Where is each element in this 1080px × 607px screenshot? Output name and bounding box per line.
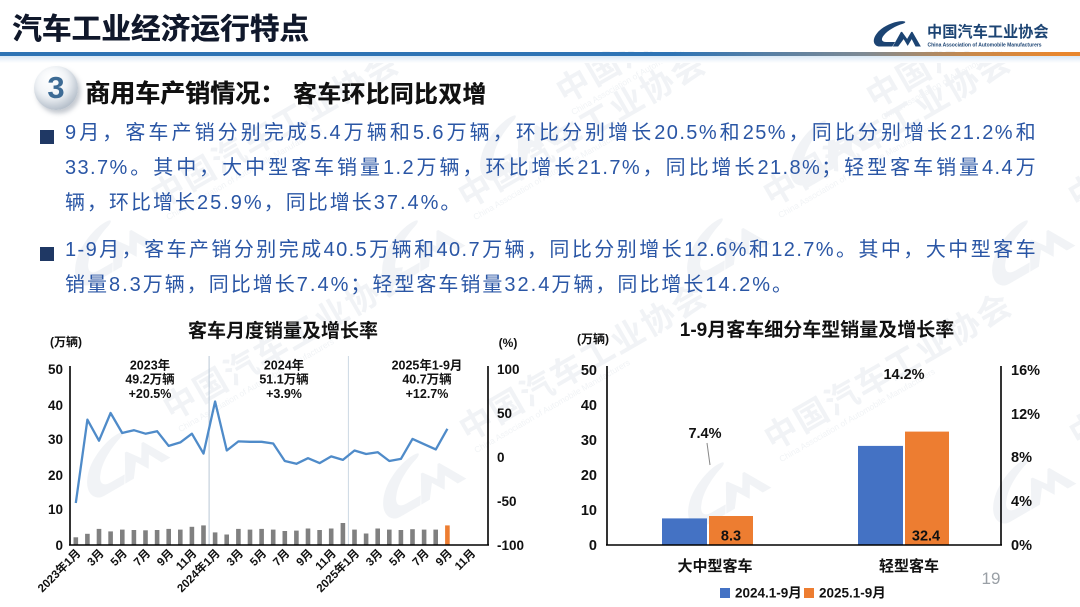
svg-text:+20.5%: +20.5% [129, 387, 172, 401]
svg-text:30: 30 [581, 433, 597, 449]
svg-text:2023年: 2023年 [130, 358, 170, 373]
svg-text:3月: 3月 [85, 547, 107, 569]
svg-text:(%): (%) [499, 336, 518, 350]
svg-text:30: 30 [48, 432, 63, 447]
svg-text:(万辆): (万辆) [577, 331, 609, 346]
svg-text:1-9月客车细分车型销量及增长率: 1-9月客车细分车型销量及增长率 [680, 318, 954, 341]
svg-text:8%: 8% [1011, 450, 1032, 466]
svg-text:32.4: 32.4 [912, 529, 940, 545]
svg-text:51.1万辆: 51.1万辆 [259, 372, 309, 387]
svg-text:2025年1-9月: 2025年1-9月 [392, 358, 463, 373]
svg-text:9月: 9月 [294, 547, 316, 569]
svg-text:+12.7%: +12.7% [406, 387, 449, 401]
svg-text:大中型客车: 大中型客车 [677, 557, 752, 575]
svg-text:50: 50 [497, 406, 512, 421]
svg-text:3月: 3月 [224, 547, 246, 569]
svg-text:2023年1月: 2023年1月 [35, 546, 84, 595]
svg-text:2024.1-9月: 2024.1-9月 [735, 586, 802, 601]
svg-text:客车月度销量及增长率: 客车月度销量及增长率 [188, 319, 378, 342]
svg-text:8.3: 8.3 [721, 529, 741, 545]
svg-text:100: 100 [497, 362, 520, 377]
svg-text:-100: -100 [497, 538, 524, 553]
svg-text:16%: 16% [1011, 363, 1040, 379]
svg-text:40.7万辆: 40.7万辆 [402, 372, 452, 387]
svg-text:14.2%: 14.2% [883, 367, 924, 383]
svg-text:4%: 4% [1011, 494, 1032, 510]
svg-text:China Association of Automobil: China Association of Automobile Manufact… [928, 43, 1042, 49]
svg-text:5月: 5月 [108, 547, 130, 569]
svg-text:7.4%: 7.4% [688, 426, 721, 442]
svg-text:+3.9%: +3.9% [266, 387, 302, 401]
svg-text:20: 20 [48, 468, 63, 483]
svg-text:0: 0 [589, 538, 597, 554]
svg-text:2025.1-9月: 2025.1-9月 [819, 586, 886, 601]
svg-text:-50: -50 [497, 494, 517, 509]
svg-text:11月: 11月 [452, 547, 478, 573]
svg-text:10: 10 [48, 502, 63, 517]
svg-text:0%: 0% [1011, 538, 1032, 554]
svg-text:12%: 12% [1011, 407, 1040, 423]
svg-text:10: 10 [581, 503, 597, 519]
svg-text:50: 50 [48, 362, 63, 377]
svg-text:2024年: 2024年 [264, 358, 304, 373]
svg-text:19: 19 [982, 569, 1001, 588]
svg-text:20: 20 [581, 468, 597, 484]
svg-text:3月: 3月 [363, 547, 385, 569]
svg-text:0: 0 [497, 450, 505, 465]
svg-text:7月: 7月 [131, 547, 153, 569]
svg-text:40: 40 [581, 398, 597, 414]
svg-text:7月: 7月 [410, 547, 432, 569]
svg-text:轻型客车: 轻型客车 [879, 557, 939, 575]
svg-text:50: 50 [581, 363, 597, 379]
svg-text:5月: 5月 [387, 547, 409, 569]
svg-text:中国汽车工业协会: 中国汽车工业协会 [927, 23, 1049, 41]
svg-text:9月: 9月 [433, 547, 455, 569]
svg-text:9月: 9月 [154, 547, 176, 569]
svg-text:40: 40 [48, 398, 63, 413]
svg-text:49.2万辆: 49.2万辆 [125, 372, 175, 387]
svg-text:(万辆): (万辆) [50, 334, 82, 349]
svg-text:0: 0 [55, 538, 63, 553]
svg-text:5月: 5月 [247, 547, 269, 569]
svg-text:7月: 7月 [271, 547, 293, 569]
